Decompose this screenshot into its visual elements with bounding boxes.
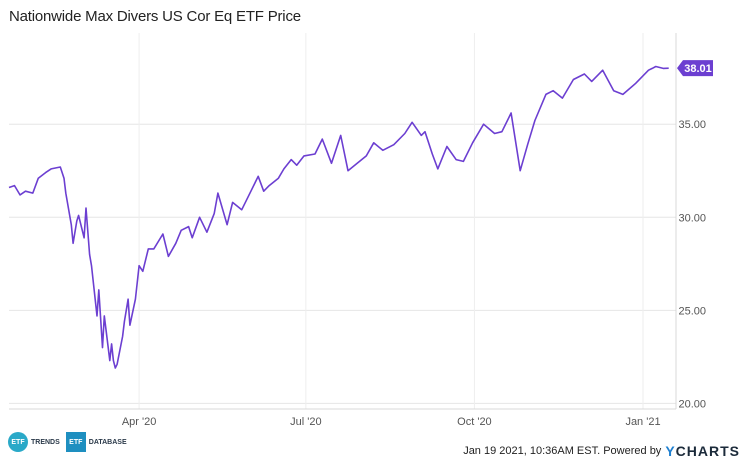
timestamp: Jan 19 2021, 10:36AM EST. Powered by <box>463 445 662 457</box>
grid <box>9 33 677 410</box>
price-line <box>8 65 669 369</box>
x-tick-label: Jan '21 <box>625 416 660 428</box>
etf-database-logo: ETF DATABASE <box>65 432 127 452</box>
ycharts-logo-y: Y <box>665 443 676 459</box>
x-tick-label: Jul '20 <box>290 416 321 428</box>
footer-logos: ETF TRENDS ETF DATABASE <box>8 432 127 452</box>
x-axis: Apr '20 Jul '20 Oct '20 Jan '21 <box>122 416 661 428</box>
x-tick-label: Oct '20 <box>457 416 492 428</box>
etf-trends-mark: ETF <box>8 432 28 452</box>
last-value-badge: 38.01 <box>677 60 713 77</box>
ycharts-logo: YCHARTS <box>665 443 740 459</box>
y-tick-label: 20.00 <box>678 398 706 410</box>
etf-trends-logo: ETF TRENDS <box>8 432 60 452</box>
y-tick-label: 25.00 <box>678 305 706 317</box>
y-tick-label: 35.00 <box>678 119 706 131</box>
chart-title: Nationwide Max Divers US Cor Eq ETF Pric… <box>9 8 301 25</box>
y-axis: 20.00 25.00 30.00 35.00 <box>678 119 706 410</box>
footer-attribution: Jan 19 2021, 10:36AM EST. Powered by YCH… <box>463 443 740 459</box>
x-tick-label: Apr '20 <box>122 416 157 428</box>
ycharts-logo-rest: CHARTS <box>675 443 740 459</box>
last-value-badge-shape <box>677 60 713 77</box>
last-value-text: 38.01 <box>684 63 712 75</box>
etf-trends-label: TRENDS <box>31 438 60 446</box>
y-tick-label: 30.00 <box>678 212 706 224</box>
etf-database-mark: ETF <box>65 432 86 452</box>
etf-database-label: DATABASE <box>88 438 127 446</box>
